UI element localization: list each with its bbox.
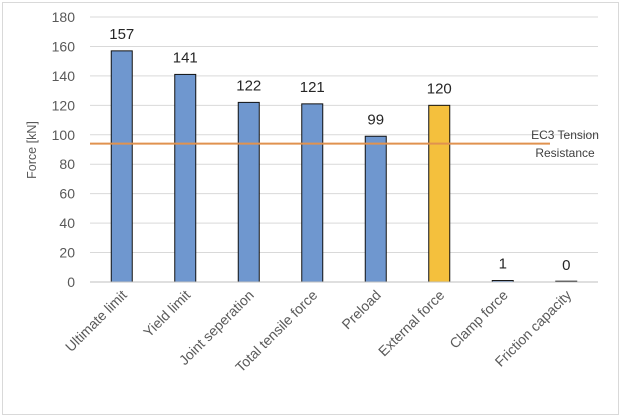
data-labels: 157 141 122 121 99 120 1 0: [109, 26, 570, 274]
x-category-label: Clamp force: [446, 287, 511, 352]
bar: [237, 101, 260, 283]
data-label: 99: [367, 111, 384, 128]
data-label: 122: [236, 77, 261, 94]
x-category-label: Preload: [338, 287, 383, 332]
y-tick-label: 20: [59, 245, 75, 261]
data-label: 120: [427, 80, 452, 97]
data-label: 141: [173, 49, 198, 66]
y-tick-label: 100: [52, 127, 76, 143]
data-label: 157: [109, 26, 134, 43]
y-axis-ticks: 0 20 40 60 80 100 120 140 160 180: [52, 9, 76, 290]
bar: [364, 135, 387, 283]
bars: [110, 50, 578, 283]
y-tick-label: 40: [59, 215, 75, 231]
y-tick-label: 160: [52, 38, 76, 54]
y-tick-label: 80: [59, 156, 75, 172]
y-tick-label: 120: [52, 97, 76, 113]
y-tick-label: 0: [67, 274, 75, 290]
data-label: 1: [499, 256, 507, 273]
bar: [301, 103, 324, 283]
x-category-label: External force: [375, 287, 448, 360]
reference-line-label-line-1: EC3 Tension: [531, 128, 599, 142]
y-tick-label: 140: [52, 68, 76, 84]
y-tick-label: 60: [59, 186, 75, 202]
gridlines: [90, 16, 598, 254]
x-category-label: Yield limit: [140, 287, 193, 340]
data-label: 121: [300, 79, 325, 96]
bar: [110, 50, 133, 283]
bar: [428, 104, 451, 283]
reference-line-label-line-2: Resistance: [535, 146, 595, 160]
y-tick-label: 180: [52, 9, 76, 25]
y-axis-title: Force [kN]: [25, 121, 39, 179]
bar: [174, 73, 197, 283]
data-label: 0: [562, 257, 570, 274]
x-category-label: Ultimate limit: [62, 287, 130, 355]
